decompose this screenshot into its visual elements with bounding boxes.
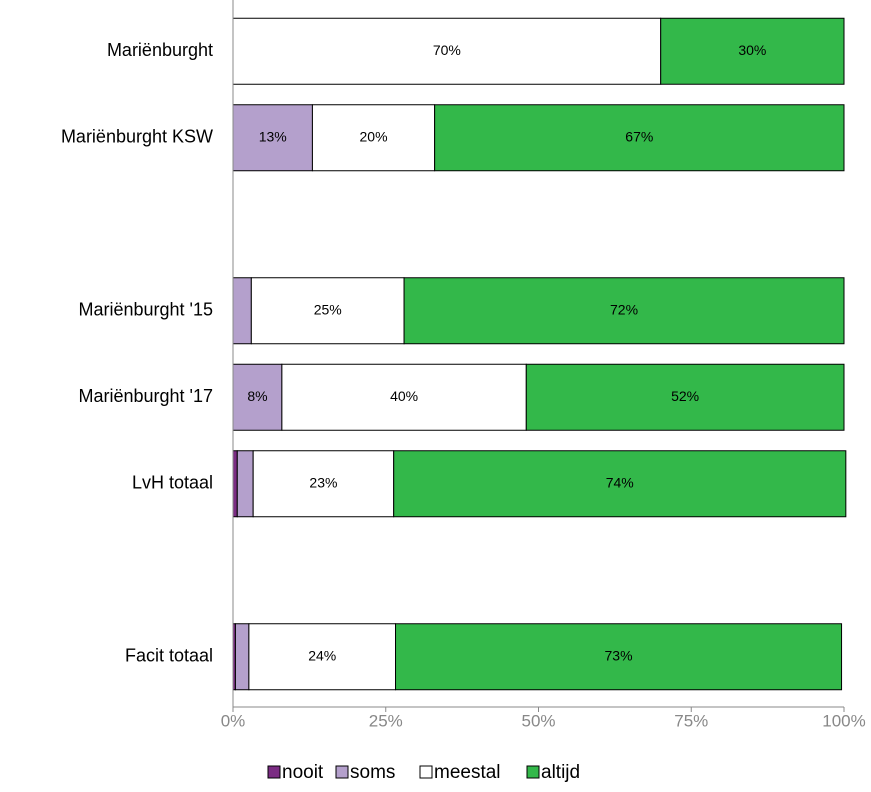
value-label: 70% xyxy=(433,42,461,58)
bar-segment xyxy=(395,623,843,691)
value-label: 73% xyxy=(605,647,633,663)
value-label: 25% xyxy=(314,301,342,317)
value-label: 74% xyxy=(606,474,634,490)
bar-segment xyxy=(434,104,845,172)
bar-segment xyxy=(403,277,845,345)
bar-segment xyxy=(252,450,395,518)
value-label: 52% xyxy=(671,388,699,404)
legend-swatch xyxy=(419,765,433,779)
legend-swatch xyxy=(526,765,540,779)
x-tick-label: 75% xyxy=(674,711,708,730)
bar-segment xyxy=(232,450,238,518)
x-tick-label: 0% xyxy=(221,711,246,730)
legend-label: meestal xyxy=(434,762,501,783)
bar-segment xyxy=(281,363,527,431)
category-label: Mariënburght '17 xyxy=(78,386,213,406)
category-label: Facit totaal xyxy=(125,646,213,666)
value-label: 72% xyxy=(610,301,638,317)
bar-segment xyxy=(236,450,254,518)
category-label: Mariënburght KSW xyxy=(61,127,213,147)
legend-label: nooit xyxy=(282,762,324,783)
legend-swatch xyxy=(335,765,349,779)
bar-segment xyxy=(660,17,845,85)
bar-segment xyxy=(234,623,250,691)
category-label: Mariënburght '15 xyxy=(78,300,213,320)
value-label: 30% xyxy=(738,42,766,58)
bar-segment xyxy=(232,277,252,345)
category-label: Mariënburght xyxy=(107,40,213,60)
category-label: LvH totaal xyxy=(132,473,213,493)
value-label: 8% xyxy=(247,388,267,404)
bar-segment xyxy=(232,104,313,172)
legend-swatch xyxy=(267,765,281,779)
value-label: 67% xyxy=(625,128,653,144)
value-label: 23% xyxy=(309,474,337,490)
value-label: 20% xyxy=(360,128,388,144)
value-label: 13% xyxy=(259,128,287,144)
bar-segment xyxy=(250,277,405,345)
bar-segment xyxy=(311,104,436,172)
x-tick-label: 100% xyxy=(822,711,865,730)
x-tick-label: 50% xyxy=(521,711,555,730)
value-label: 24% xyxy=(308,647,336,663)
x-tick-label: 25% xyxy=(369,711,403,730)
legend-label: soms xyxy=(350,762,395,783)
bar-segment xyxy=(232,17,662,85)
bar-segment xyxy=(248,623,397,691)
legend-label: altijd xyxy=(541,762,580,783)
value-label: 40% xyxy=(390,388,418,404)
bar-segment xyxy=(393,450,847,518)
bar-segment xyxy=(525,363,845,431)
